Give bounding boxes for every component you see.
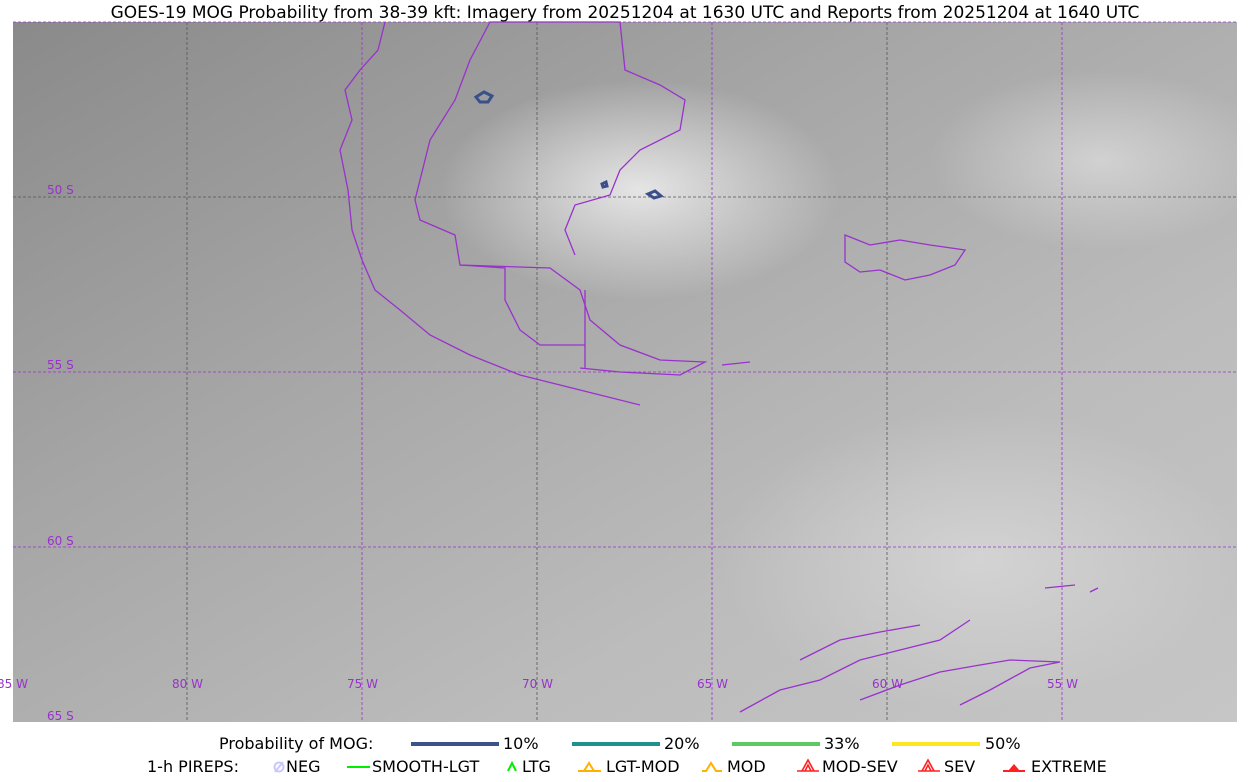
lon-label: 70 W (522, 677, 553, 691)
mod-sev-icon (797, 758, 819, 772)
chart-title: GOES-19 MOG Probability from 38-39 kft: … (110, 3, 1140, 23)
mod-icon (702, 761, 722, 772)
mog-10-label: 10% (503, 734, 539, 753)
pirep-lgt-mod-label: LGT-MOD (606, 757, 680, 776)
lon-label: 80 W (172, 677, 203, 691)
mog-50-swatch (892, 742, 980, 746)
lat-label: 50 S (47, 183, 74, 197)
mog-50-label: 50% (985, 734, 1021, 753)
pirep-mod-sev-label: MOD-SEV (822, 757, 898, 776)
neg-icon (273, 761, 285, 773)
pirep-extreme-label: EXTREME (1031, 757, 1107, 776)
bright-cloud-area (440, 80, 840, 300)
lon-label: 75 W (347, 677, 378, 691)
lgt-mod-icon (578, 761, 601, 772)
mog-10-swatch (411, 742, 499, 746)
lon-label: 65 W (697, 677, 728, 691)
pirep-icons (273, 758, 1025, 773)
falkland-islands (844, 234, 967, 281)
lat-labels: 50 S 55 S 60 S 65 S (47, 183, 74, 723)
south-america-west-coast (339, 21, 641, 406)
mog-33-swatch (732, 742, 820, 746)
lon-label: 85 W (0, 677, 28, 691)
lon-labels: 85 W 80 W 75 W 70 W 65 W 60 W 55 W (0, 677, 1078, 691)
mog-contour (644, 189, 665, 200)
mog-legend: Probability of MOG: 10% 20% 33% 50% (0, 734, 1250, 754)
sev-icon (918, 758, 940, 772)
lon-label: 60 W (872, 677, 903, 691)
ltg-icon (507, 760, 517, 772)
mog-contour (473, 90, 495, 104)
lon-label: 55 W (1047, 677, 1078, 691)
mog-contour (600, 179, 609, 189)
mog-legend-label: Probability of MOG: (219, 734, 374, 753)
south-shetland-small (721, 361, 751, 366)
pirep-legend: 1-h PIREPS: NEG SMOOTH-LGT LTG LGT-MOD M… (0, 757, 1250, 777)
bright-cloud-area (720, 410, 1240, 710)
pirep-legend-label: 1-h PIREPS: (147, 757, 239, 776)
pirep-smooth-lgt-label: SMOOTH-LGT (372, 757, 480, 776)
pirep-ltg-label: LTG (522, 757, 551, 776)
bright-cloud-area (930, 70, 1250, 250)
pirep-neg-label: NEG (286, 757, 321, 776)
coastlines (339, 21, 1099, 713)
antarctic-peninsula (739, 584, 1099, 713)
south-america-east-coast (414, 21, 708, 376)
mog-33-label: 33% (824, 734, 860, 753)
mog-20-label: 20% (664, 734, 700, 753)
mog-20-swatch (572, 742, 660, 746)
lat-label: 55 S (47, 358, 74, 372)
argentina-chile-border (459, 264, 586, 368)
lat-label: 60 S (47, 534, 74, 548)
pirep-sev-label: SEV (944, 757, 976, 776)
extreme-icon (1003, 764, 1025, 772)
lat-label: 65 S (47, 709, 74, 723)
pirep-mod-label: MOD (727, 757, 766, 776)
mog-contours-10pct (473, 90, 665, 200)
